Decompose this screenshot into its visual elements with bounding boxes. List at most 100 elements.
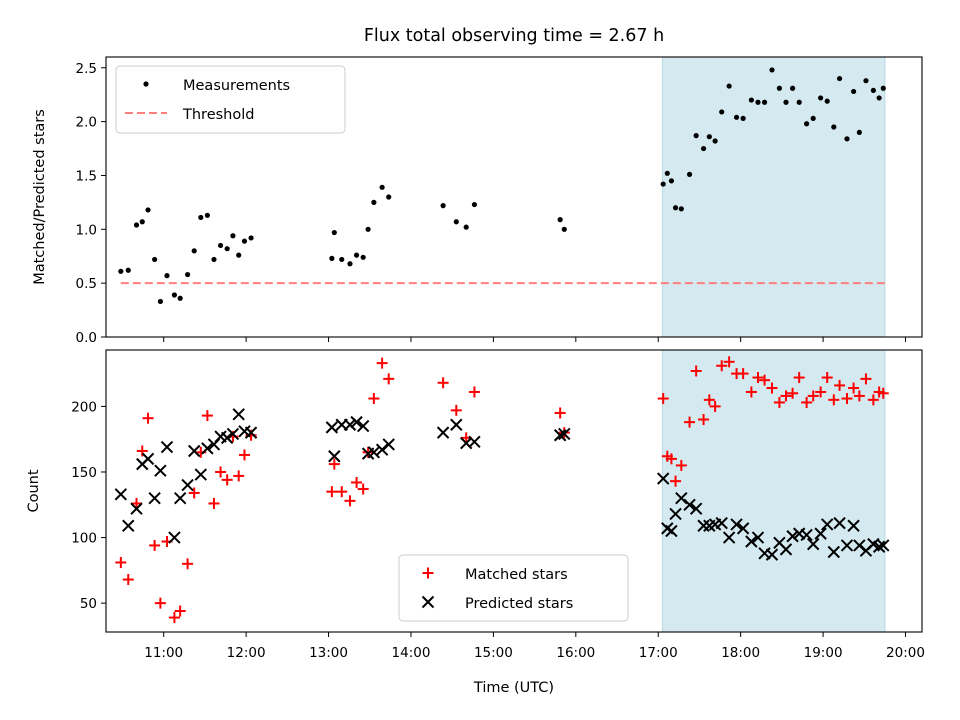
matched-star-point bbox=[188, 487, 200, 499]
measurement-point bbox=[557, 217, 563, 223]
measurement-point bbox=[353, 252, 360, 258]
predicted-star-point bbox=[356, 419, 370, 433]
measurement-points bbox=[118, 67, 886, 305]
measurement-point bbox=[339, 256, 345, 263]
predicted-star-point bbox=[715, 516, 728, 530]
predicted-star-point bbox=[343, 418, 357, 431]
matched-star-point bbox=[368, 393, 380, 405]
predicted-star-point bbox=[669, 507, 682, 521]
predicted-star-point bbox=[130, 502, 143, 515]
measurement-point bbox=[850, 88, 857, 95]
bottom-y-tick-label: 200 bbox=[71, 399, 97, 415]
top-y-tick-label: 2.5 bbox=[76, 61, 97, 77]
predicted-star-point bbox=[786, 530, 799, 543]
measurement-point bbox=[463, 224, 469, 230]
matched-star-point bbox=[745, 386, 757, 398]
matched-star-point bbox=[752, 372, 764, 384]
matched-star-point bbox=[208, 497, 220, 509]
matched-star-point bbox=[807, 390, 819, 402]
predicted-star-point bbox=[168, 531, 181, 544]
measurement-point bbox=[804, 121, 810, 127]
measurement-point bbox=[241, 238, 248, 244]
matched-star-point bbox=[168, 612, 180, 624]
measurement-point bbox=[386, 194, 392, 200]
measurement-point bbox=[789, 85, 796, 91]
matched-star-point bbox=[766, 382, 778, 394]
matched-star-point bbox=[122, 574, 134, 586]
measurement-point bbox=[347, 261, 353, 267]
matched-star-point bbox=[759, 374, 771, 386]
top-y-ticks: 0.0 0.5 1.0 1.5 2.0 2.5 bbox=[76, 61, 106, 346]
measurement-point bbox=[769, 67, 775, 73]
measurement-point bbox=[331, 229, 337, 236]
matched-star-point bbox=[670, 475, 682, 487]
matched-star-point bbox=[468, 386, 480, 398]
predicted-star-point bbox=[450, 418, 463, 431]
matched-star-point bbox=[877, 387, 889, 399]
measurement-point bbox=[152, 256, 158, 263]
measurement-point bbox=[171, 292, 178, 298]
predicted-star-point bbox=[745, 535, 758, 548]
top-x-ticks bbox=[163, 337, 907, 342]
matched-star-point bbox=[154, 597, 166, 609]
legend-measurements-marker bbox=[143, 81, 149, 87]
measurement-point bbox=[700, 145, 707, 152]
matched-star-point bbox=[848, 382, 860, 394]
measurement-point bbox=[796, 99, 802, 105]
predicted-star-point bbox=[154, 464, 167, 477]
top-y-axis-label: Matched/Predicted stars bbox=[32, 109, 48, 285]
matched-star-point bbox=[801, 396, 813, 408]
matched-star-point bbox=[351, 476, 363, 488]
predicted-star-point bbox=[141, 452, 155, 466]
matched-star-point bbox=[737, 368, 749, 380]
matched-star-point bbox=[383, 373, 395, 385]
bottom-axes-frame bbox=[105, 349, 923, 633]
measurement-point bbox=[198, 214, 204, 221]
predicted-star-point bbox=[751, 531, 765, 544]
measurement-point bbox=[706, 134, 712, 140]
measurement-point bbox=[125, 267, 131, 273]
measurement-point bbox=[360, 254, 366, 260]
predicted-star-point bbox=[232, 408, 245, 421]
measurement-point bbox=[224, 246, 230, 252]
predicted-star-point bbox=[367, 446, 381, 459]
legend-x-glyph bbox=[421, 595, 435, 609]
measurement-point bbox=[236, 252, 242, 258]
measurement-point bbox=[664, 170, 670, 176]
measurement-point bbox=[818, 95, 824, 101]
legend-predicted-marker bbox=[421, 595, 435, 609]
measurement-point bbox=[712, 138, 718, 144]
x-axis-label: Time (UTC) bbox=[473, 680, 554, 696]
x-tick-label: 14:00 bbox=[392, 645, 431, 661]
bottom-x-ticks: 11:00 12:00 13:00 14:00 15:00 16:00 17:00 18:00… bbox=[144, 632, 925, 661]
predicted-star-point bbox=[436, 426, 450, 439]
predicted-star-point bbox=[683, 498, 696, 511]
bottom-y-axis-label: Count bbox=[26, 469, 42, 512]
x-tick-label: 13:00 bbox=[309, 645, 348, 661]
measurement-point bbox=[876, 95, 882, 101]
measurement-point bbox=[471, 201, 478, 208]
predicted-star-point bbox=[872, 540, 886, 553]
top-y-tick-label: 1.5 bbox=[76, 168, 97, 184]
predicted-star-point bbox=[800, 528, 813, 542]
measurement-point bbox=[836, 75, 843, 82]
matched-star-point bbox=[815, 386, 827, 398]
predicted-star-point bbox=[558, 427, 571, 441]
measurement-point bbox=[561, 226, 567, 232]
measurement-point bbox=[157, 298, 163, 305]
matched-star-point bbox=[328, 458, 340, 470]
measurement-point bbox=[844, 136, 850, 142]
measurement-point bbox=[660, 181, 666, 187]
measurement-point bbox=[217, 242, 224, 249]
measurement-point bbox=[118, 268, 124, 274]
predicted-star-point bbox=[665, 524, 678, 538]
matched-star-point bbox=[233, 470, 245, 482]
top-legend: Measurements Threshold bbox=[115, 65, 346, 134]
matched-star-point bbox=[793, 372, 805, 384]
measurement-point bbox=[755, 99, 761, 105]
top-legend-box bbox=[115, 65, 346, 134]
measurement-point bbox=[693, 133, 699, 139]
bottom-y-tick-label: 150 bbox=[71, 465, 97, 481]
predicted-star-point bbox=[656, 472, 670, 485]
measurement-point bbox=[776, 85, 783, 91]
